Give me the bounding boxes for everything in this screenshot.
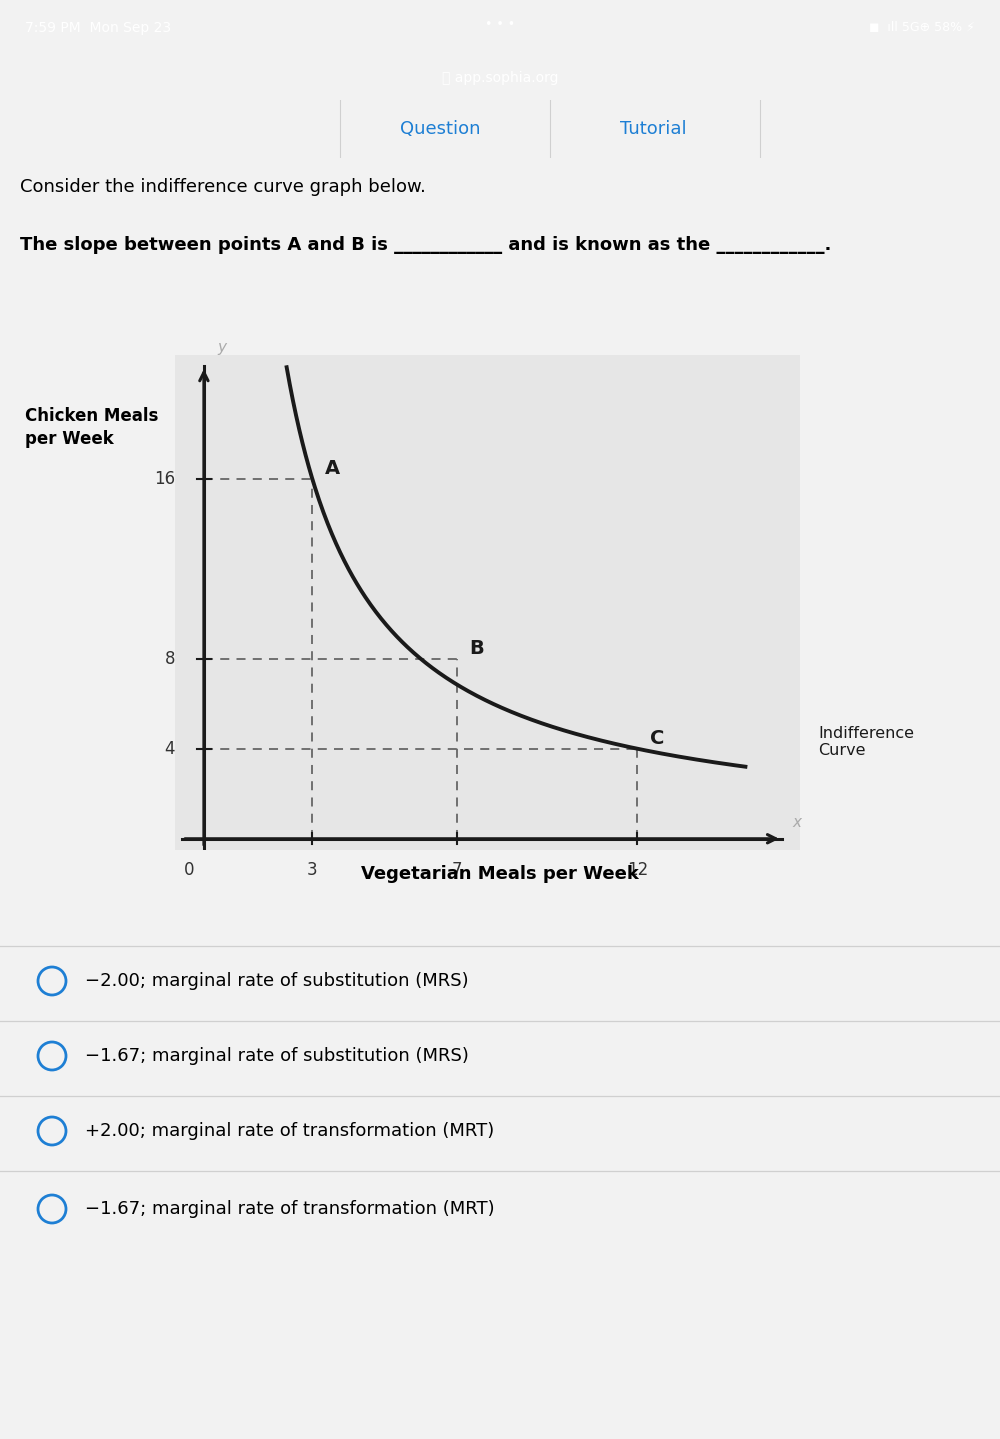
Text: y: y: [217, 340, 226, 355]
Text: Chicken Meals
per Week: Chicken Meals per Week: [25, 407, 158, 448]
Text: Indifference
Curve: Indifference Curve: [818, 725, 914, 758]
Text: −1.67; marginal rate of substitution (MRS): −1.67; marginal rate of substitution (MR…: [85, 1048, 469, 1065]
Text: 🔒 app.sophia.org: 🔒 app.sophia.org: [442, 71, 558, 85]
Text: 16: 16: [154, 469, 175, 488]
Text: −1.67; marginal rate of transformation (MRT): −1.67; marginal rate of transformation (…: [85, 1200, 495, 1217]
Text: Vegetarian Meals per Week: Vegetarian Meals per Week: [361, 865, 639, 882]
Text: 8: 8: [164, 650, 175, 668]
Text: • • •: • • •: [485, 19, 515, 32]
Text: Question: Question: [400, 119, 480, 138]
Text: C: C: [650, 730, 664, 748]
Text: 4: 4: [164, 740, 175, 758]
Text: 0: 0: [184, 862, 195, 879]
Text: +2.00; marginal rate of transformation (MRT): +2.00; marginal rate of transformation (…: [85, 1122, 494, 1140]
Text: Tutorial: Tutorial: [620, 119, 686, 138]
Text: x: x: [793, 814, 802, 830]
Text: 7:59 PM  Mon Sep 23: 7:59 PM Mon Sep 23: [25, 22, 171, 35]
Text: B: B: [469, 639, 484, 658]
Text: −2.00; marginal rate of substitution (MRS): −2.00; marginal rate of substitution (MR…: [85, 971, 469, 990]
Text: ◼  ıll 5G⊕ 58% ⚡: ◼ ıll 5G⊕ 58% ⚡: [869, 22, 975, 35]
Text: 7: 7: [452, 862, 462, 879]
Text: The slope between points A and B is ____________ and is known as the ___________: The slope between points A and B is ____…: [20, 236, 831, 255]
Text: 12: 12: [627, 862, 648, 879]
Text: 3: 3: [307, 862, 318, 879]
Text: A: A: [325, 459, 340, 478]
Text: Consider the indifference curve graph below.: Consider the indifference curve graph be…: [20, 178, 426, 196]
